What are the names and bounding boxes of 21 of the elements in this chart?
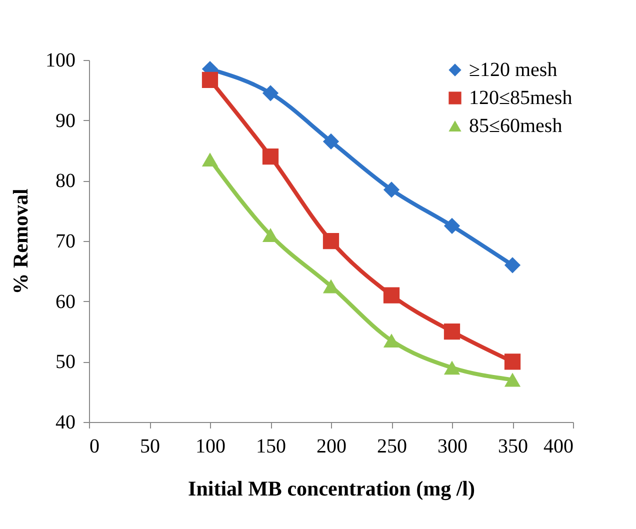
y-tick-label: 90 bbox=[56, 110, 76, 132]
y-axis-title: % Removal bbox=[8, 188, 32, 294]
y-tick-label: 60 bbox=[56, 290, 76, 313]
x-tick-label: 100 bbox=[196, 436, 226, 458]
x-axis-title: Initial MB concentration (mg /l) bbox=[188, 476, 475, 500]
x-tick-label: 150 bbox=[256, 436, 286, 458]
y-tick-label: 70 bbox=[56, 230, 76, 252]
x-tick-label: 0 bbox=[90, 436, 100, 458]
y-tick-label: 100 bbox=[46, 50, 76, 72]
y-tick-label: 80 bbox=[56, 170, 76, 192]
y-tick-label: 40 bbox=[56, 412, 76, 434]
x-tick-label: 300 bbox=[438, 436, 468, 458]
x-tick-label: 50 bbox=[140, 436, 160, 458]
legend-label: 85≤60mesh bbox=[469, 115, 562, 137]
legend-label: 120≤85mesh bbox=[469, 87, 572, 109]
x-tick-label: 200 bbox=[316, 436, 346, 458]
y-tick-label: 50 bbox=[56, 351, 76, 374]
x-tick-label: 350 bbox=[498, 436, 528, 458]
legend-label: ≥120 mesh bbox=[469, 59, 558, 81]
x-tick-label: 250 bbox=[377, 436, 407, 458]
x-tick-label: 400 bbox=[544, 436, 574, 458]
